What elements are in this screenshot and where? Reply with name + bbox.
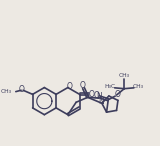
Text: CH₃: CH₃ (0, 89, 11, 94)
Text: N: N (96, 92, 102, 101)
Text: CH₃: CH₃ (119, 73, 130, 78)
Text: O: O (114, 91, 120, 99)
Text: H₃C: H₃C (104, 84, 116, 89)
Text: CH₃: CH₃ (133, 84, 144, 89)
Text: O: O (79, 81, 85, 90)
Text: O: O (88, 90, 94, 99)
Text: N: N (99, 97, 104, 106)
Text: O: O (94, 91, 100, 100)
Text: O: O (19, 85, 25, 94)
Text: O: O (67, 82, 73, 91)
